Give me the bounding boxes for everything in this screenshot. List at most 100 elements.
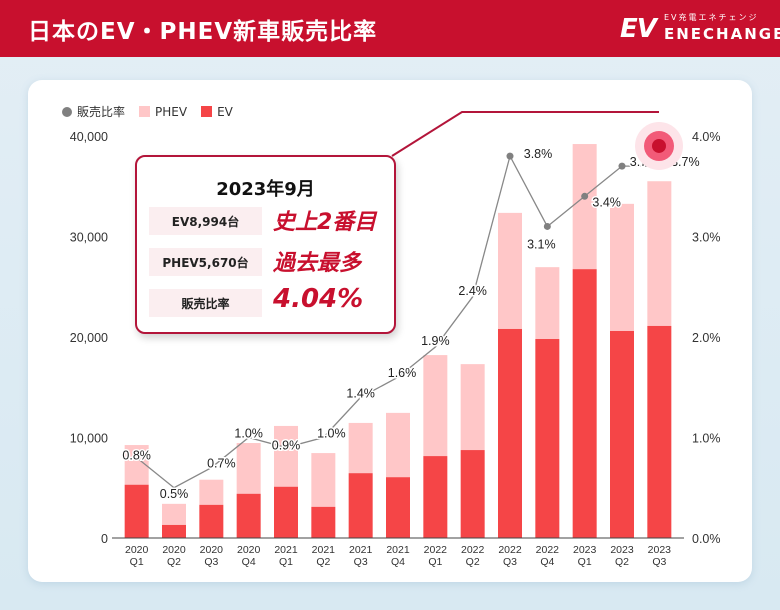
ratio-data-label: 0.9%: [272, 439, 301, 453]
page-title: 日本のEV・PHEV新車販売比率: [28, 19, 378, 45]
y-tick-label: 40,000: [70, 130, 108, 144]
bar-ev: [274, 486, 298, 538]
legend-ev-swatch-icon: [201, 106, 213, 117]
x-tick-label: 2023: [648, 544, 672, 556]
ratio-data-label: 3.4%: [592, 195, 621, 209]
ratio-data-label: 0.5%: [160, 487, 189, 501]
bar-phev: [386, 412, 410, 478]
bar-phev: [460, 364, 485, 451]
y2-tick-label: 1.0%: [692, 432, 721, 446]
bar-phev: [647, 181, 672, 326]
x-tick-label: Q3: [652, 556, 666, 568]
y-tick-label: 20,000: [70, 331, 108, 345]
x-tick-label: Q2: [167, 556, 181, 568]
x-tick-label: Q3: [354, 556, 368, 568]
bar-ev: [610, 330, 634, 538]
x-tick-label: Q1: [279, 556, 293, 568]
legend-phev-swatch-icon: [139, 106, 151, 117]
legend-ev: EV: [201, 105, 233, 119]
legend-phev-label: PHEV: [155, 104, 188, 119]
ratio-data-label: 1.9%: [421, 334, 450, 348]
logo-subtitle: EV充電エネチェンジ: [664, 13, 759, 22]
callout-row-phev: PHEV5,670台 過去最多: [149, 248, 385, 276]
x-tick-label: Q1: [578, 556, 592, 568]
bar-ev: [311, 506, 336, 538]
highlight-callout: 2023年9月 EV8,994台 史上2番目 PHEV5,670台 過去最多 販…: [135, 155, 396, 334]
x-tick-label: 2020: [125, 544, 149, 556]
callout-row-ratio: 販売比率 4.04%: [149, 284, 385, 317]
bar-phev: [535, 267, 560, 340]
x-tick-label: 2023: [573, 544, 597, 556]
y2-tick-label: 3.0%: [692, 231, 721, 245]
bar-ev: [386, 477, 410, 538]
enechange-logo: EV EV充電エネチェンジ ENECHANGE: [620, 10, 780, 50]
bar-phev: [348, 422, 373, 474]
ratio-data-label: 2.4%: [458, 284, 487, 298]
x-tick-label: 2022: [498, 544, 522, 556]
x-tick-label: Q4: [242, 556, 256, 568]
ratio-data-label: 1.0%: [234, 427, 263, 441]
legend: 販売比率 PHEV EV: [62, 103, 241, 120]
x-tick-label: 2021: [386, 544, 410, 556]
callout-row-ev: EV8,994台 史上2番目: [149, 207, 385, 235]
axes-group: 0 10,000 20,000 30,000 40,000 0.0% 1.0% 2.0% 3.0…: [70, 130, 721, 568]
x-tick-label: Q2: [615, 556, 629, 568]
x-tick-label: Q1: [428, 556, 442, 568]
ratio-line: [136, 154, 660, 489]
y2-tick-label: 4.0%: [692, 130, 721, 144]
x-tick-label: 2020: [162, 544, 186, 556]
ratio-line-group: 0.8% 0.5% 0.7% 1.0% 0.9% 1.0% 1.4% 1.6% 1.9% 2.4%…: [121, 146, 701, 503]
ratio-point: [581, 192, 589, 200]
bar-phev: [162, 503, 186, 525]
bar-ev: [236, 493, 261, 538]
callout-title: 2023年9月: [216, 179, 315, 200]
ratio-data-label: 0.8%: [122, 449, 151, 463]
bar-phev: [311, 453, 336, 507]
bar-ev: [124, 484, 149, 538]
x-tick-label: Q3: [204, 556, 218, 568]
bar-ev: [498, 328, 522, 538]
y2-tick-label: 2.0%: [692, 331, 721, 345]
callout-value: 過去最多: [273, 251, 362, 276]
x-tick-label: 2020: [200, 544, 224, 556]
ratio-data-label: 1.0%: [317, 427, 346, 441]
bar-ev: [572, 269, 597, 538]
x-tick-label: Q2: [466, 556, 480, 568]
legend-phev: PHEV: [139, 105, 187, 119]
ratio-data-label: 3.1%: [527, 237, 556, 251]
ratio-data-label: 1.6%: [388, 366, 417, 380]
legend-ratio-marker-icon: [62, 106, 72, 117]
bar-phev: [498, 212, 522, 329]
x-tick-label: 2023: [610, 544, 634, 556]
callout-value: 4.04%: [273, 284, 364, 314]
x-tick-label: 2022: [461, 544, 485, 556]
bar-ev: [535, 339, 560, 538]
y-tick-label: 0: [101, 532, 108, 546]
x-tick-label: Q1: [130, 556, 144, 568]
ratio-data-label: 1.4%: [346, 386, 375, 400]
bar-phev: [572, 144, 597, 270]
legend-ev-label: EV: [217, 104, 233, 119]
bar-phev: [236, 443, 261, 494]
bar-phev: [423, 355, 448, 457]
bar-phev: [274, 425, 298, 487]
legend-ratio: 販売比率: [62, 103, 125, 120]
bar-ev: [460, 450, 485, 538]
bar-ev: [423, 456, 448, 538]
bar-ev: [199, 504, 224, 538]
x-tick-label: 2020: [237, 544, 261, 556]
header-bar: 日本のEV・PHEV新車販売比率 EV EV充電エネチェンジ ENECHANGE: [0, 0, 780, 57]
x-tick-label: 2022: [536, 544, 560, 556]
callout-connector-line: [391, 111, 659, 157]
bar-phev: [199, 479, 224, 505]
y2-tick-label: 0.0%: [692, 532, 721, 546]
bar-phev: [610, 203, 634, 331]
ratio-data-label: 3.8%: [524, 147, 553, 161]
ratio-point: [506, 152, 514, 160]
bar-ev: [348, 473, 373, 538]
x-tick-label: Q4: [391, 556, 405, 568]
x-tick-label: 2021: [312, 544, 336, 556]
legend-ratio-label: 販売比率: [77, 105, 126, 119]
y-tick-label: 10,000: [70, 432, 108, 446]
ratio-point: [543, 222, 551, 230]
